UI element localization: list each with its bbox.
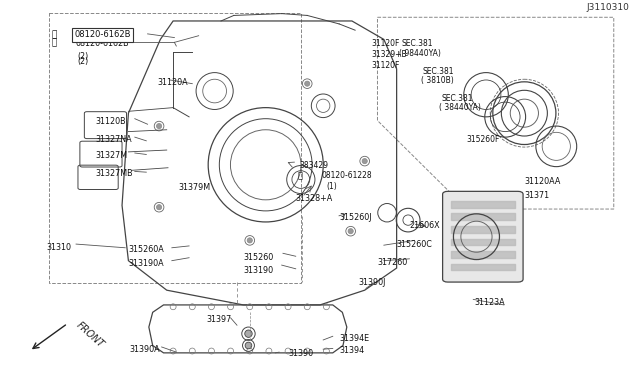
Text: 31327MB: 31327MB — [95, 169, 133, 178]
Text: 31390J: 31390J — [358, 278, 386, 288]
Text: 317260: 317260 — [378, 258, 408, 267]
Text: 31120F: 31120F — [371, 39, 399, 48]
Text: (2): (2) — [77, 52, 88, 61]
Text: 08120-6162B: 08120-6162B — [74, 30, 131, 39]
Text: (1): (1) — [326, 183, 337, 192]
Text: 31328+A: 31328+A — [296, 194, 333, 203]
Text: SEC.381: SEC.381 — [402, 39, 433, 48]
Ellipse shape — [244, 330, 252, 337]
Text: 383429: 383429 — [300, 161, 328, 170]
Text: 31327NA: 31327NA — [95, 135, 132, 144]
Ellipse shape — [245, 342, 252, 349]
Text: 31120B: 31120B — [95, 117, 126, 126]
Text: ( 3810B): ( 3810B) — [421, 76, 454, 85]
Text: (2): (2) — [77, 57, 88, 66]
Text: 31394: 31394 — [339, 346, 364, 355]
Text: 08120-61228: 08120-61228 — [322, 171, 372, 180]
Text: 31123A: 31123A — [474, 298, 505, 307]
Text: Ⓑ: Ⓑ — [52, 30, 57, 39]
Text: SEC.381: SEC.381 — [442, 94, 473, 103]
Ellipse shape — [348, 228, 353, 234]
Text: 313190A: 313190A — [129, 259, 164, 268]
Text: 313190: 313190 — [243, 266, 273, 275]
Text: 31329+B: 31329+B — [371, 50, 406, 59]
Text: FRONT: FRONT — [74, 320, 106, 349]
Text: 315260A: 315260A — [129, 245, 164, 254]
Text: Ⓑ: Ⓑ — [51, 39, 56, 48]
Text: 31390A: 31390A — [130, 345, 160, 354]
Text: 315260C: 315260C — [397, 240, 433, 249]
Text: 315260J: 315260J — [339, 214, 372, 222]
Text: J3110310: J3110310 — [587, 3, 630, 12]
Text: 315260F: 315260F — [467, 135, 500, 144]
Ellipse shape — [362, 158, 367, 164]
Text: 31394E: 31394E — [339, 334, 369, 343]
Text: SEC.381: SEC.381 — [422, 67, 454, 76]
Text: 31120A: 31120A — [157, 78, 188, 87]
Text: ( 98440YA): ( 98440YA) — [399, 49, 441, 58]
FancyBboxPatch shape — [443, 191, 523, 282]
Text: 315260: 315260 — [243, 253, 274, 262]
Text: ( 38440YA): ( 38440YA) — [439, 103, 481, 112]
Text: 21606X: 21606X — [410, 221, 440, 230]
Text: 31371: 31371 — [524, 190, 550, 200]
Text: 31327M: 31327M — [95, 151, 127, 160]
Text: 31310: 31310 — [47, 243, 72, 252]
Ellipse shape — [156, 205, 162, 210]
Text: 31120AA: 31120AA — [524, 177, 561, 186]
Ellipse shape — [156, 124, 162, 129]
Ellipse shape — [247, 238, 252, 243]
Text: 08120-6162B: 08120-6162B — [76, 39, 129, 48]
Text: 31120F: 31120F — [371, 61, 399, 70]
Text: 31390: 31390 — [288, 349, 313, 358]
Text: 31397: 31397 — [206, 315, 232, 324]
Ellipse shape — [305, 81, 310, 86]
Text: 31379M: 31379M — [178, 183, 211, 192]
Text: Ⓑ: Ⓑ — [298, 171, 303, 180]
